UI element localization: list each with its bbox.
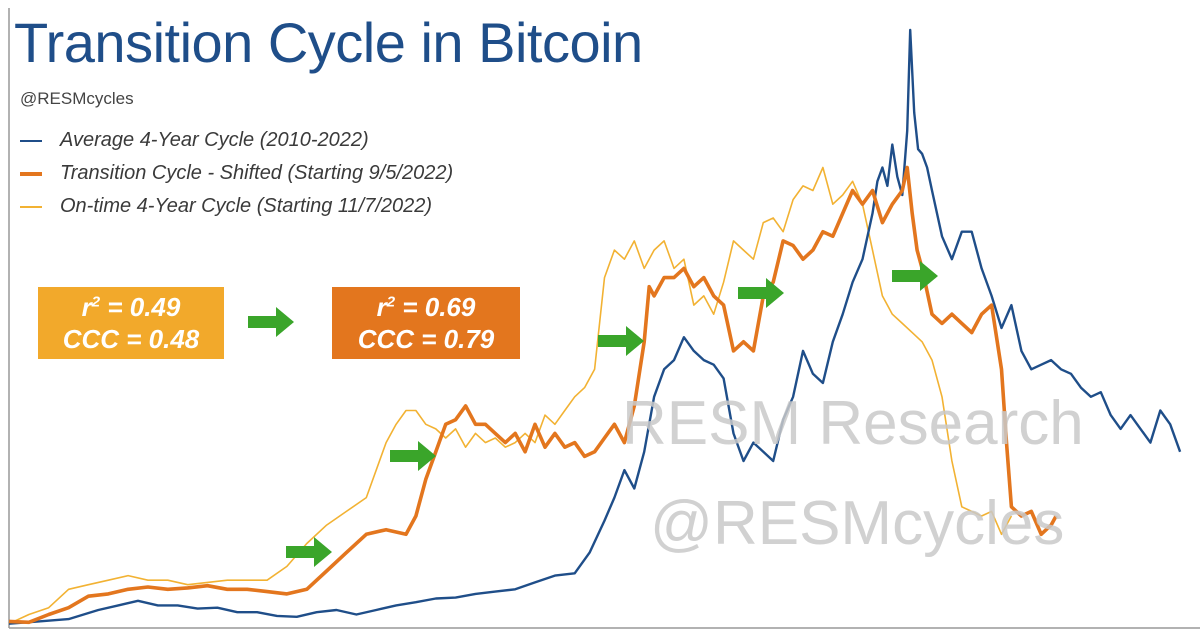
legend-swatch-transition [20, 171, 42, 176]
legend-swatch-average [20, 139, 42, 142]
stat-box-ontime: r2 = 0.49 CCC = 0.48 [38, 287, 224, 359]
author-handle: @RESMcycles [20, 89, 134, 108]
shift-arrow-icon [390, 441, 436, 471]
ccc-label: CCC = 0.48 [62, 324, 200, 354]
shift-arrow-icon [248, 307, 294, 337]
legend-item-average: Average 4-Year Cycle (2010-2022) [20, 124, 453, 157]
shift-arrow-icon [892, 261, 938, 291]
legend-item-ontime: On-time 4-Year Cycle (Starting 11/7/2022… [20, 190, 453, 223]
stat-box-transition: r2 = 0.69 CCC = 0.79 [332, 287, 520, 359]
r2-label: r2 = 0.69 [376, 292, 476, 322]
chart-title: Transition Cycle in Bitcoin [14, 11, 643, 74]
legend-label-average: Average 4-Year Cycle (2010-2022) [60, 129, 369, 151]
series-average-line [8, 28, 1182, 625]
arrow-layer [248, 261, 938, 567]
legend-label-ontime: On-time 4-Year Cycle (Starting 11/7/2022… [60, 195, 433, 217]
shift-arrow-icon [738, 278, 784, 308]
r2-label: r2 = 0.49 [81, 292, 181, 322]
shift-arrow-icon [598, 326, 644, 356]
watermark-line-1: RESM Research [622, 389, 1084, 458]
legend-swatch-ontime [20, 205, 42, 208]
legend-label-transition: Transition Cycle - Shifted (Starting 9/5… [60, 162, 454, 184]
legend-item-transition: Transition Cycle - Shifted (Starting 9/5… [20, 157, 453, 190]
watermark-line-2: @RESMcycles [650, 489, 1065, 558]
ccc-label: CCC = 0.79 [357, 324, 495, 354]
legend: Average 4-Year Cycle (2010-2022) Transit… [20, 124, 453, 223]
series-ontime-line [8, 166, 1013, 625]
shift-arrow-icon [286, 537, 332, 567]
